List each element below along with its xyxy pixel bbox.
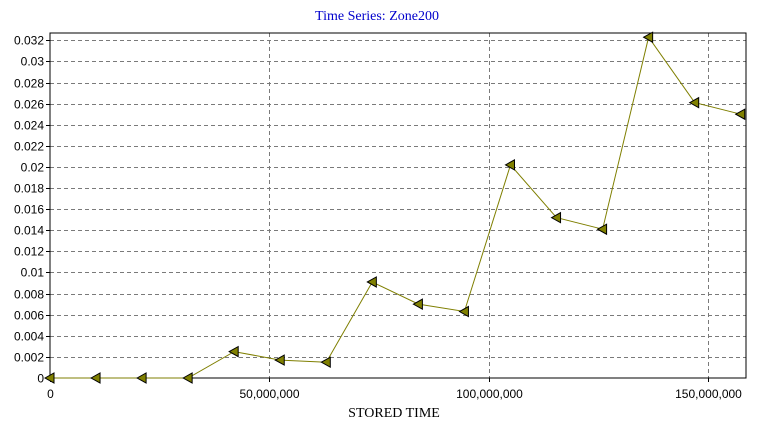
series-line — [50, 36, 741, 379]
y-tick-label: 0.01 — [21, 266, 45, 280]
x-axis-ticks: 0 50,000,000 100,000,000 150,000,000 — [47, 378, 742, 401]
y-tick-label: 0.006 — [14, 309, 44, 323]
data-point — [458, 305, 469, 318]
plot-area-border — [49, 32, 747, 379]
data-point — [412, 298, 423, 310]
data-point — [596, 223, 608, 236]
y-tick-label: 0.028 — [14, 77, 44, 91]
y-tick-label: 0.022 — [14, 140, 44, 154]
x-tick-label: 50,000,000 — [239, 387, 299, 401]
y-tick-label: 0 — [37, 372, 44, 386]
data-point — [320, 356, 331, 369]
data-point — [504, 159, 515, 171]
y-tick-label: 0.004 — [14, 330, 44, 344]
grid-lines — [50, 33, 746, 378]
data-point — [550, 211, 562, 224]
data-point — [688, 96, 700, 109]
data-point — [43, 372, 55, 384]
data-point — [136, 372, 147, 384]
y-tick-label: 0.016 — [14, 203, 44, 217]
y-axis-ticks: 0 0.002 0.004 0.006 0.008 0.01 0.012 0.014 0.016… — [14, 34, 50, 386]
y-tick-label: 0.008 — [14, 288, 44, 302]
data-point — [274, 354, 285, 366]
y-tick-label: 0.03 — [21, 55, 45, 69]
y-tick-label: 0.014 — [14, 224, 44, 238]
data-point — [642, 31, 654, 44]
x-tick-label: 150,000,000 — [675, 387, 742, 401]
x-tick-label: 100,000,000 — [456, 387, 523, 401]
y-tick-label: 0.002 — [14, 351, 44, 365]
x-tick-label: 0 — [47, 387, 54, 401]
y-tick-label: 0.018 — [14, 182, 44, 196]
series-markers — [43, 31, 746, 384]
data-point — [90, 372, 101, 384]
y-tick-label: 0.024 — [14, 119, 44, 133]
chart-title: Time Series: Zone200 — [315, 9, 439, 24]
y-tick-label: 0.032 — [14, 34, 44, 48]
x-axis-label: STORED TIME — [348, 406, 440, 421]
data-point — [182, 372, 193, 384]
y-tick-label: 0.026 — [14, 98, 44, 112]
y-tick-label: 0.02 — [21, 161, 45, 175]
data-point — [366, 276, 377, 288]
data-point — [734, 108, 746, 121]
data-point — [228, 345, 239, 358]
y-tick-label: 0.012 — [14, 245, 44, 259]
